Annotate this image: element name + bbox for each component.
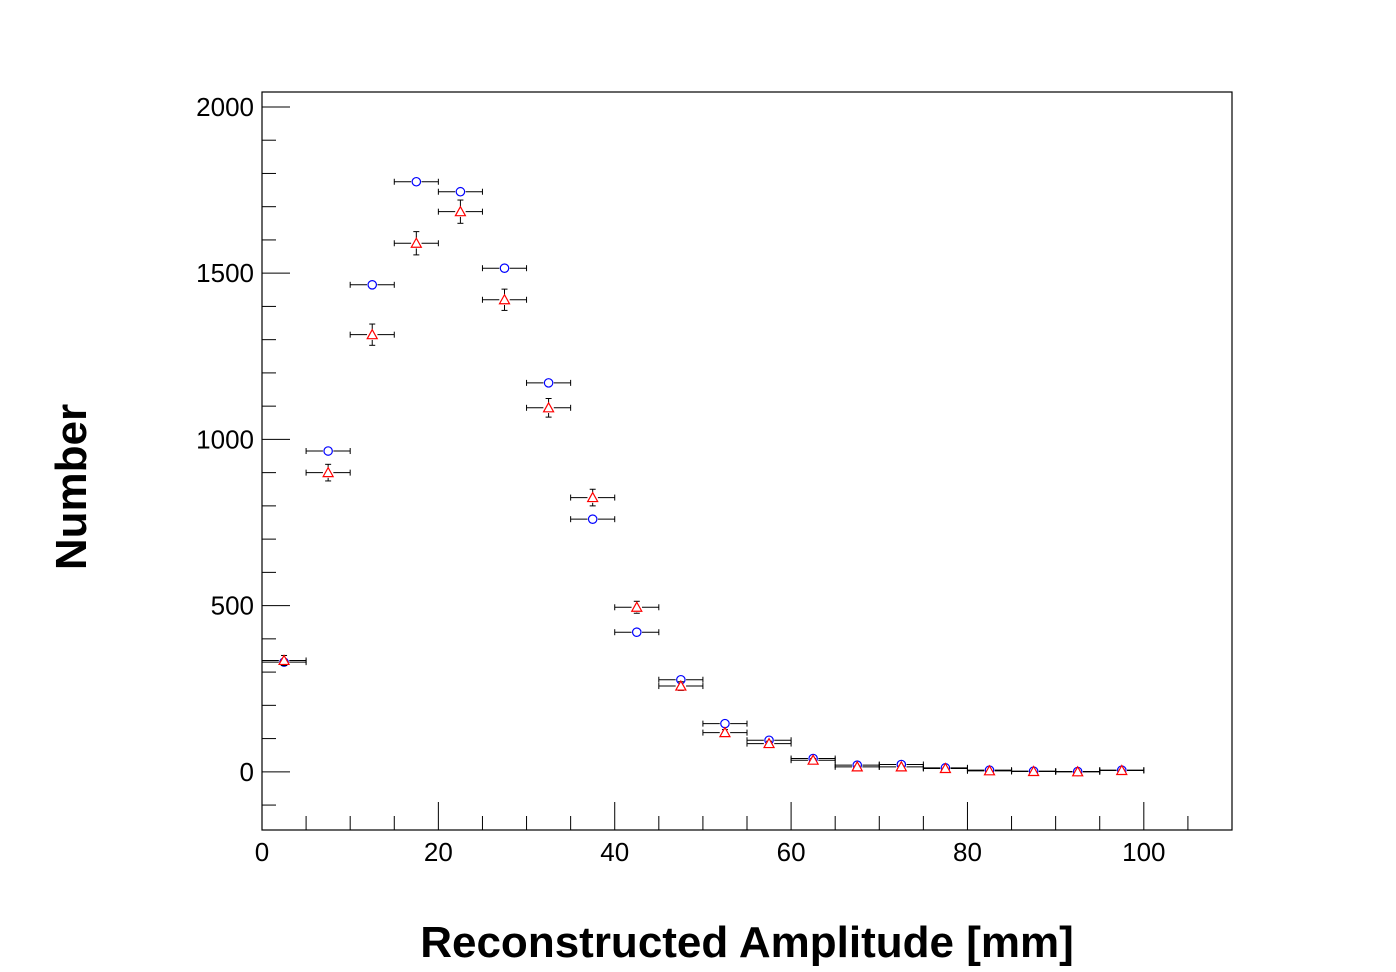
data-point-triangle (454, 205, 467, 217)
data-point-triangle (939, 762, 952, 774)
data-point-triangle (895, 760, 908, 772)
x-axis-title: Reconstructed Amplitude [mm] (420, 918, 1074, 967)
x-tick-label: 80 (953, 837, 982, 867)
data-point-triangle (851, 760, 864, 772)
data-point-circle (587, 514, 598, 524)
y-tick-label: 0 (240, 757, 254, 787)
data-point-triangle (322, 466, 335, 478)
data-point-triangle (718, 726, 731, 738)
x-tick-label: 60 (777, 837, 806, 867)
y-tick-label: 2000 (196, 92, 254, 122)
data-point-triangle (366, 328, 379, 340)
data-point-triangle (983, 764, 996, 776)
data-point-circle (631, 627, 642, 638)
data-point-triangle (807, 753, 820, 765)
x-tick-label: 100 (1122, 837, 1165, 867)
data-point-triangle (763, 737, 776, 749)
data-point-triangle (1027, 765, 1040, 777)
x-tick-label: 40 (600, 837, 629, 867)
y-tick-label: 500 (211, 591, 254, 621)
data-point-triangle (1115, 764, 1128, 776)
data-point-triangle (674, 679, 687, 691)
data-marks (261, 176, 1145, 777)
data-point-circle (499, 263, 510, 273)
y-tick-label: 1000 (196, 424, 254, 454)
data-point-triangle (498, 293, 511, 305)
x-tick-label: 20 (424, 837, 453, 867)
data-point-circle (411, 176, 422, 187)
axis-ticks (261, 106, 1233, 830)
data-point-triangle (278, 654, 291, 666)
y-tick-label: 1500 (196, 258, 254, 288)
x-tick-label: 0 (255, 837, 269, 867)
data-point-triangle (586, 491, 599, 503)
data-point-triangle (1071, 765, 1084, 777)
y-axis-title: Number (47, 404, 96, 570)
data-point-triangle (410, 237, 423, 248)
data-point-triangle (630, 601, 643, 612)
data-point-triangle (542, 401, 555, 413)
data-point-circle (367, 280, 378, 290)
data-point-circle (543, 378, 554, 388)
data-point-circle (323, 446, 333, 456)
data-point-circle (455, 186, 466, 197)
series-2 (261, 199, 1145, 777)
